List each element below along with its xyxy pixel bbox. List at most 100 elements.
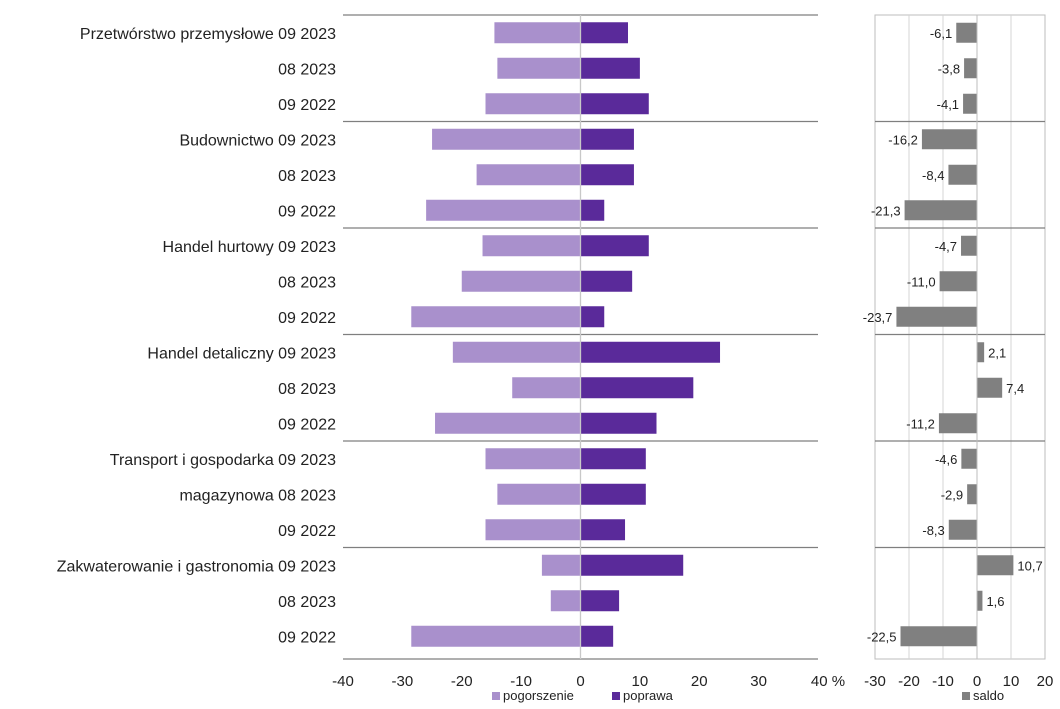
- saldo-data-label: -4,1: [937, 97, 959, 112]
- saldo-data-label: -2,9: [941, 487, 963, 502]
- row-label: 09 2022: [278, 416, 336, 433]
- row-label: 09 2022: [278, 203, 336, 220]
- x-tick-label: -10: [510, 673, 532, 690]
- saldo-data-label: -16,2: [888, 132, 918, 147]
- row-label: Zakwaterowanie i gastronomia 09 2023: [57, 558, 336, 575]
- row-label: Transport i gospodarka 09 2023: [110, 452, 336, 469]
- bar-poprawa: [580, 625, 614, 647]
- saldo-data-label: -8,4: [922, 168, 944, 183]
- saldo-data-label: 2,1: [988, 345, 1006, 360]
- bar-pogorszenie: [432, 128, 581, 150]
- saldo-data-label: -11,2: [906, 416, 935, 431]
- saldo-bar: [961, 448, 977, 469]
- x-tick-label: -40: [332, 673, 354, 690]
- bar-pogorszenie: [485, 519, 581, 541]
- saldo-bar: [956, 22, 977, 43]
- bar-pogorszenie: [461, 270, 581, 292]
- saldo-bar: [900, 626, 977, 647]
- saldo-data-label: -6,1: [930, 26, 952, 41]
- row-label: magazynowa 08 2023: [179, 487, 336, 504]
- bar-poprawa: [580, 554, 684, 576]
- x-tick-label: 0: [576, 673, 584, 690]
- bar-pogorszenie: [482, 235, 581, 257]
- saldo-bar: [948, 519, 977, 540]
- saldo-bar: [977, 377, 1003, 398]
- bar-poprawa: [580, 483, 646, 505]
- bar-poprawa: [580, 93, 649, 115]
- x-tick-label: 40 %: [811, 673, 845, 690]
- saldo-data-label: -22,5: [867, 629, 897, 644]
- bar-poprawa: [580, 341, 721, 363]
- saldo-bar: [977, 590, 983, 611]
- row-label: 09 2022: [278, 97, 336, 114]
- saldo-bar: [964, 58, 977, 79]
- row-label: Przetwórstwo przemysłowe 09 2023: [80, 26, 336, 43]
- bar-poprawa: [580, 270, 633, 292]
- saldo-data-label: -3,8: [938, 61, 960, 76]
- bar-pogorszenie: [497, 483, 581, 505]
- saldo-bar: [904, 200, 977, 221]
- x-tick-label: 20: [691, 673, 708, 690]
- bar-pogorszenie: [411, 625, 581, 647]
- row-label: 08 2023: [278, 168, 336, 185]
- row-label: 08 2023: [278, 274, 336, 291]
- bar-poprawa: [580, 199, 605, 221]
- row-label: 09 2022: [278, 523, 336, 540]
- bar-pogorszenie: [485, 93, 581, 115]
- saldo-plot-frame: [874, 14, 1046, 660]
- legend-swatch-pogorszenie: [492, 692, 500, 700]
- saldo-x-tick-label: 20: [1037, 673, 1054, 690]
- bar-poprawa: [580, 306, 605, 328]
- saldo-x-tick-label: 0: [973, 673, 981, 690]
- saldo-data-label: 7,4: [1006, 381, 1024, 396]
- bar-poprawa: [580, 128, 634, 150]
- bar-poprawa: [580, 590, 620, 612]
- row-label: Handel detaliczny 09 2023: [147, 345, 336, 362]
- saldo-data-label: 1,6: [986, 594, 1004, 609]
- saldo-data-label: -4,6: [935, 452, 957, 467]
- row-label: 08 2023: [278, 381, 336, 398]
- bar-pogorszenie: [485, 448, 581, 470]
- saldo-bar: [961, 235, 977, 256]
- saldo-data-label: -21,3: [871, 203, 901, 218]
- row-label: 08 2023: [278, 594, 336, 611]
- x-tick-label: -30: [392, 673, 414, 690]
- x-tick-label: -20: [451, 673, 473, 690]
- bar-poprawa: [580, 448, 646, 470]
- bar-poprawa: [580, 164, 634, 186]
- saldo-x-tick-label: -30: [864, 673, 886, 690]
- saldo-bar: [921, 129, 977, 150]
- legend-label-poprawa: poprawa: [623, 688, 674, 703]
- saldo-bar: [977, 555, 1014, 576]
- bar-poprawa: [580, 412, 657, 434]
- bar-pogorszenie: [497, 57, 581, 79]
- bar-pogorszenie: [426, 199, 581, 221]
- row-label: Handel hurtowy 09 2023: [163, 239, 337, 256]
- x-tick-label: 30: [750, 673, 767, 690]
- row-label: 08 2023: [278, 61, 336, 78]
- bar-poprawa: [580, 377, 694, 399]
- legend-label-saldo: saldo: [973, 688, 1004, 703]
- saldo-bar: [948, 164, 977, 185]
- saldo-data-label: -4,7: [935, 239, 957, 254]
- saldo-bar: [977, 342, 985, 363]
- row-label: 09 2022: [278, 629, 336, 646]
- saldo-data-label: -8,3: [922, 523, 944, 538]
- legend-swatch-poprawa: [612, 692, 620, 700]
- bar-pogorszenie: [435, 412, 581, 434]
- bar-pogorszenie: [452, 341, 581, 363]
- row-label: 09 2022: [278, 310, 336, 327]
- saldo-data-label: -23,7: [863, 310, 893, 325]
- bar-pogorszenie: [494, 22, 581, 44]
- bar-poprawa: [580, 235, 649, 257]
- saldo-data-label: 10,7: [1017, 558, 1042, 573]
- saldo-bar: [967, 484, 977, 505]
- saldo-data-label: -11,0: [907, 274, 936, 289]
- bar-poprawa: [580, 519, 626, 541]
- saldo-bar: [963, 93, 977, 114]
- saldo-bar: [938, 413, 977, 434]
- bar-pogorszenie: [512, 377, 581, 399]
- legend-label-pogorszenie: pogorszenie: [503, 688, 574, 703]
- row-label: Budownictwo 09 2023: [179, 132, 336, 149]
